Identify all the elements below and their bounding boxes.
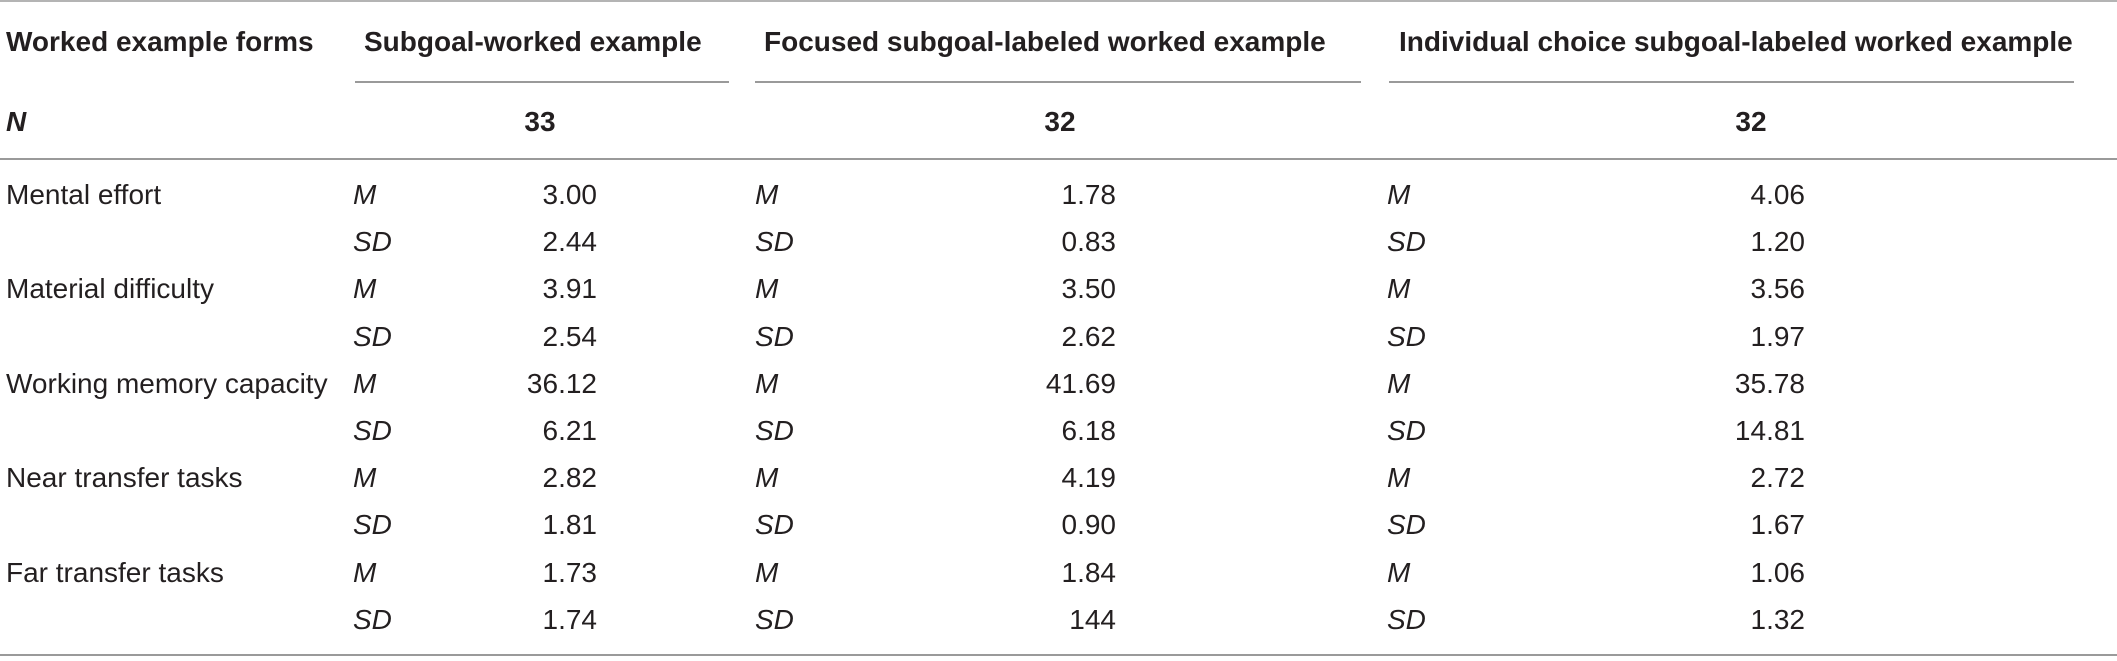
value-cell: 2.54 (542, 320, 598, 352)
stat-label: M (755, 367, 779, 399)
table-row: SD 2.44 SD 0.83 SD 1.20 (0, 219, 2117, 266)
n-row-rule (0, 158, 2117, 160)
value-cell: 3.50 (1061, 273, 1117, 305)
value-cell: 6.18 (1061, 415, 1117, 446)
table-row: SD 1.74 SD 144 SD 1.32 (0, 597, 2117, 644)
header-group-individual: Individual choice subgoal-labeled worked… (1399, 26, 2073, 57)
value-cell: 2.72 (1750, 462, 1806, 494)
stat-label: M (353, 462, 377, 494)
header-group-subgoal: Subgoal-worked example (364, 26, 702, 57)
stat-label: SD (1387, 415, 1426, 446)
stat-label: SD (755, 509, 794, 541)
table-row: Mental effort M 3.00 M 1.78 M 4.06 (0, 172, 2117, 219)
row-label: Near transfer tasks (6, 462, 243, 494)
group-rule-individual (1389, 81, 2074, 83)
table-row: Far transfer tasks M 1.73 M 1.84 M 1.06 (0, 550, 2117, 597)
value-cell: 4.19 (1061, 462, 1117, 494)
value-cell: 2.82 (542, 462, 598, 494)
stat-label: SD (1387, 320, 1426, 352)
n-value-individual: 32 (1735, 106, 1767, 137)
value-cell: 14.81 (1734, 415, 1805, 446)
header-group-focused: Focused subgoal-labeled worked example (764, 26, 1326, 57)
n-value-focused: 32 (1044, 106, 1076, 137)
value-cell: 1.84 (1061, 556, 1117, 588)
stat-label: SD (755, 320, 794, 352)
value-cell: 0.90 (1061, 509, 1117, 541)
stat-label: M (1387, 273, 1411, 305)
group-rule-focused (755, 81, 1361, 83)
value-cell: 1.32 (1750, 603, 1806, 635)
table-row: Near transfer tasks M 2.82 M 4.19 M 2.72 (0, 455, 2117, 502)
stat-label: M (353, 556, 377, 588)
value-cell: 35.78 (1734, 367, 1805, 399)
stat-label: M (1387, 462, 1411, 494)
stat-label: SD (1387, 226, 1426, 258)
table-top-rule (0, 0, 2117, 2)
stat-label: M (755, 179, 779, 210)
value-cell: 1.67 (1750, 509, 1806, 541)
stat-label: M (1387, 179, 1411, 210)
row-label: Working memory capacity (6, 367, 328, 399)
value-cell: 1.97 (1750, 320, 1806, 352)
value-cell: 41.69 (1045, 367, 1116, 399)
group-rule-subgoal (355, 81, 729, 83)
value-cell: 2.44 (542, 226, 598, 258)
table-bottom-rule (0, 654, 2117, 656)
value-cell: 6.21 (542, 415, 598, 446)
stat-label: SD (353, 509, 392, 541)
value-cell: 3.56 (1750, 273, 1806, 305)
row-label: Mental effort (6, 179, 162, 210)
value-cell: 2.62 (1061, 320, 1117, 352)
table-row: SD 6.21 SD 6.18 SD 14.81 (0, 408, 2117, 455)
table-row: SD 1.81 SD 0.90 SD 1.67 (0, 502, 2117, 549)
table-row: SD 2.54 SD 2.62 SD 1.97 (0, 314, 2117, 361)
row-label: Far transfer tasks (6, 556, 224, 588)
value-cell: 36.12 (526, 367, 597, 399)
stat-label: SD (1387, 603, 1426, 635)
table-row: Material difficulty M 3.91 M 3.50 M 3.56 (0, 266, 2117, 313)
value-cell: 1.20 (1750, 226, 1806, 258)
value-cell: 1.73 (542, 556, 598, 588)
value-cell: 3.00 (542, 179, 598, 210)
n-row-label: N (6, 106, 27, 137)
stat-label: SD (353, 226, 392, 258)
stat-label: SD (353, 603, 392, 635)
stat-label: SD (755, 226, 794, 258)
stat-label: M (353, 179, 377, 210)
n-value-subgoal: 33 (524, 106, 556, 137)
value-cell: 4.06 (1750, 179, 1806, 210)
value-cell: 1.81 (542, 509, 598, 541)
value-cell: 3.91 (542, 273, 598, 305)
stat-label: M (755, 556, 779, 588)
stat-label: SD (1387, 509, 1426, 541)
stat-label: M (755, 462, 779, 494)
stat-label: M (1387, 556, 1411, 588)
value-cell: 1.74 (542, 603, 598, 635)
stat-label: M (353, 367, 377, 399)
stat-label: M (353, 273, 377, 305)
stat-label: SD (755, 415, 794, 446)
value-cell: 1.78 (1061, 179, 1117, 210)
stat-label: SD (755, 603, 794, 635)
table-row: Working memory capacity M 36.12 M 41.69 M 35.7… (0, 361, 2117, 408)
header-forms-label: Worked example forms (6, 26, 314, 57)
value-cell: 144 (1069, 603, 1116, 635)
row-label: Material difficulty (6, 273, 215, 305)
stat-label: SD (353, 415, 392, 446)
value-cell: 1.06 (1750, 556, 1806, 588)
stat-label: M (1387, 367, 1411, 399)
stat-label: M (755, 273, 779, 305)
stat-label: SD (353, 320, 392, 352)
value-cell: 0.83 (1061, 226, 1117, 258)
